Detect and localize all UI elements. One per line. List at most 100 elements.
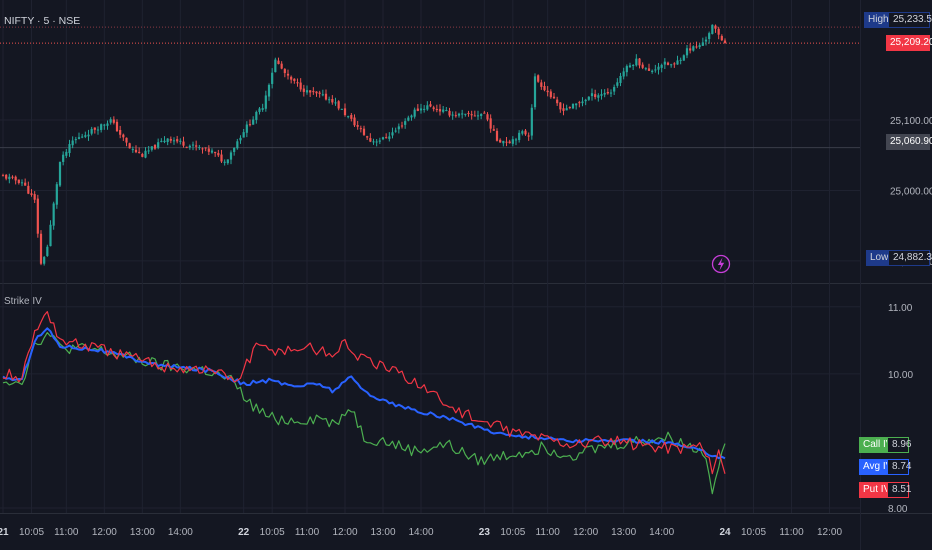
candle-body (451, 114, 454, 116)
candle-body (473, 115, 476, 117)
candle-body (350, 115, 353, 119)
candle-body (356, 125, 359, 127)
candle-body (698, 45, 701, 48)
candle-body (518, 132, 521, 141)
candle-body (204, 147, 207, 149)
candle-body (442, 109, 445, 112)
candle-body (692, 46, 695, 51)
candle-body (214, 151, 217, 154)
candle-body (641, 64, 644, 68)
candle-body (46, 246, 49, 256)
candle-body (87, 134, 90, 137)
candle-body (24, 182, 27, 186)
time-tick-label: 12:00 (332, 527, 357, 538)
candle-body (131, 149, 134, 151)
candle-body (666, 62, 670, 65)
candle-body (258, 108, 261, 112)
candle-body (419, 108, 423, 111)
candle-body (179, 140, 182, 142)
candle-body (74, 139, 77, 141)
time-tick-label: 13:00 (611, 527, 636, 538)
candle-body (723, 40, 727, 44)
time-tick-label: 11:00 (779, 527, 804, 538)
candle-body (100, 124, 103, 130)
candle-body (537, 75, 540, 82)
candle-body (616, 82, 619, 86)
candle-body (622, 71, 625, 77)
high-tag-value: 25,233.50 (888, 12, 932, 28)
candle-body (207, 148, 210, 152)
candle-body (33, 194, 36, 200)
candle-body (695, 46, 698, 48)
candle-body (391, 132, 394, 136)
candle-body (43, 257, 46, 264)
lightning-icon[interactable] (711, 254, 731, 274)
candle-body (369, 138, 372, 142)
candle-body (318, 92, 321, 94)
candle-body (261, 108, 264, 110)
candle-body (103, 124, 106, 126)
candle-body (657, 66, 660, 70)
candle-body (334, 102, 337, 104)
candle-body (388, 136, 391, 139)
candle-body (309, 90, 312, 93)
candle-body (540, 82, 543, 87)
candle-body (305, 90, 309, 93)
candle-body (248, 124, 252, 126)
candle-body (673, 63, 676, 65)
candle-body (489, 118, 492, 129)
candle-body (14, 176, 17, 181)
avg-iv-tag-label: Avg IV (859, 459, 892, 475)
candle-body (119, 130, 122, 135)
candle-body (255, 111, 258, 120)
candle-body (606, 91, 609, 94)
high-tag-label: High (864, 12, 889, 28)
iv-tick-label: 11.00 (888, 303, 913, 314)
candle-body (1, 175, 5, 177)
candle-body (366, 136, 369, 138)
candle-body (448, 110, 451, 116)
candle-body (27, 185, 30, 194)
candle-body (252, 119, 255, 125)
candle-body (58, 161, 62, 186)
candle-body (609, 92, 613, 94)
low-tag-value: 24,882.30 (888, 250, 932, 266)
candle-body (176, 139, 179, 142)
indicator-title: Strike IV (4, 296, 42, 307)
low-tag-label: Low (866, 250, 888, 266)
candle-body (575, 103, 578, 106)
candle-body (527, 135, 530, 137)
candle-body (568, 107, 571, 109)
candle-body (445, 110, 448, 112)
candle-body (220, 154, 223, 162)
candle-body (638, 58, 641, 66)
candle-body (20, 182, 24, 184)
candle-body (109, 119, 112, 123)
candle-body (55, 184, 58, 205)
candle-body (578, 102, 581, 104)
candle-body (524, 130, 527, 135)
candle-body (410, 115, 413, 118)
candle-body (644, 68, 647, 70)
candle-body (495, 130, 499, 141)
candle-body (36, 198, 39, 234)
symbol-title: NIFTY · 5 · NSE (4, 15, 80, 27)
candle-body (39, 233, 43, 264)
time-tick-label: 12:00 (573, 527, 598, 538)
candle-body (613, 87, 616, 92)
candle-body (81, 136, 84, 138)
iv-tick-label: 8.00 (888, 504, 908, 515)
candle-body (302, 88, 305, 92)
candle-body (632, 64, 635, 66)
candle-body (93, 127, 96, 130)
candle-body (77, 137, 81, 139)
candle-body (600, 94, 603, 96)
candle-body (499, 139, 502, 143)
candle-body (416, 108, 419, 111)
price-tick-label: 25,100.00 (890, 116, 932, 127)
candle-body (423, 108, 426, 110)
put-iv-tag-value: 8.51 (887, 482, 911, 498)
candle-body (372, 141, 375, 143)
